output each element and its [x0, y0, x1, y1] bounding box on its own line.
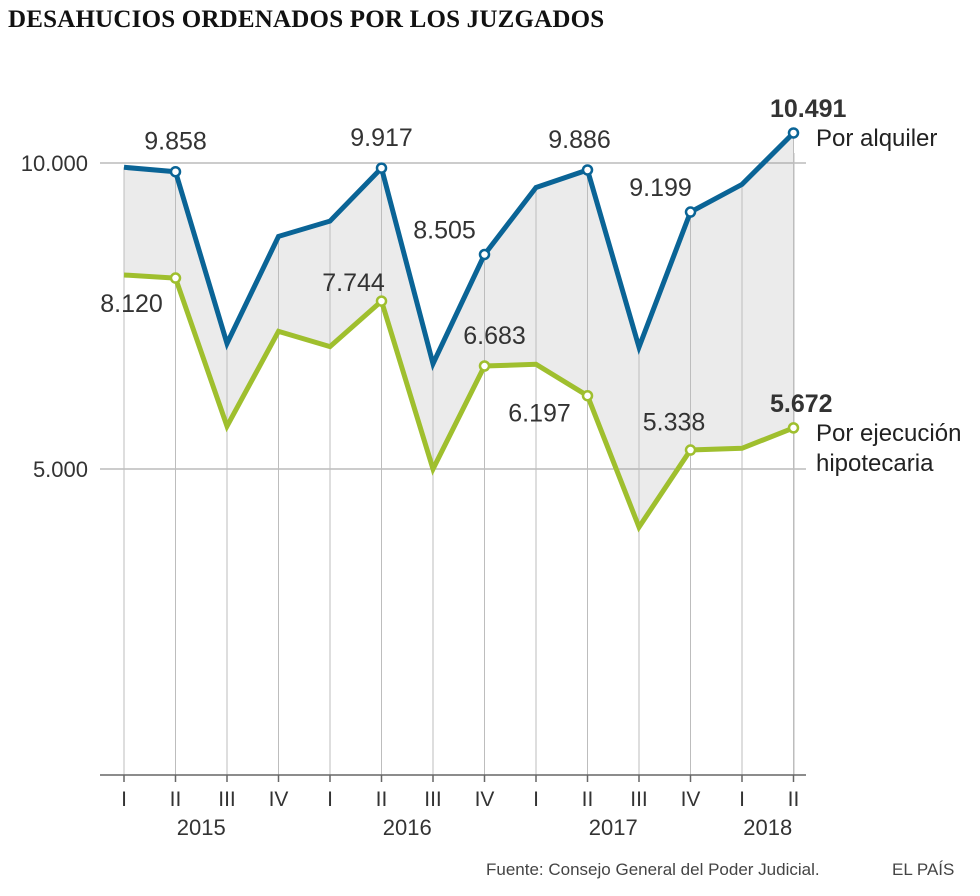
point-por-alquiler-7 [478, 248, 491, 261]
brand-logo: EL PAÍS [892, 860, 955, 879]
data-label-por-ejecucion-hipotecaria-5: 7.744 [322, 269, 385, 297]
x-tick-label-1: II [170, 788, 182, 811]
x-tick-label-5: II [376, 788, 388, 811]
area-between-series [124, 133, 794, 528]
data-label-por-alquiler-11: 9.199 [629, 174, 692, 202]
point-por-alquiler-1 [169, 165, 182, 178]
chart-title: DESAHUCIOS ORDENADOS POR LOS JUZGADOS [8, 6, 605, 33]
point-por-alquiler-9 [581, 164, 594, 176]
series-markers [169, 127, 800, 456]
x-tick-label-7: IV [475, 788, 495, 811]
year-label-2015: 2015 [177, 815, 226, 840]
point-por-ejecucion-hipotecaria-1 [169, 272, 182, 284]
end-label-por-ejecucion-hipotecaria: 5.672 [770, 390, 833, 418]
source-note: Fuente: Consejo General del Poder Judici… [486, 860, 820, 879]
point-por-alquiler-5 [375, 162, 388, 174]
year-label-2016: 2016 [383, 815, 432, 840]
data-label-por-ejecucion-hipotecaria-7: 6.683 [463, 322, 526, 350]
year-label-2017: 2017 [589, 815, 638, 840]
x-tick-label-10: III [630, 788, 648, 811]
point-por-ejecucion-hipotecaria-11 [684, 444, 697, 456]
point-por-alquiler-13 [787, 127, 800, 139]
x-tick-label-2: III [218, 788, 236, 811]
x-tick-label-0: I [121, 788, 127, 811]
series-lines [123, 131, 796, 533]
y-tick-label-10000: 10.000 [21, 151, 88, 176]
y-tick-label-5000: 5.000 [33, 457, 88, 482]
year-label-2018: 2018 [743, 815, 792, 840]
end-label-por-alquiler: 10.491 [770, 95, 847, 123]
data-label-por-alquiler-9: 9.886 [548, 126, 611, 154]
x-tick-label-3: IV [269, 788, 289, 811]
point-por-ejecucion-hipotecaria-5 [375, 295, 388, 307]
data-label-por-alquiler-5: 9.917 [350, 124, 413, 152]
x-tick-label-9: II [582, 788, 594, 811]
series-line-por-alquiler [123, 131, 796, 371]
point-por-ejecucion-hipotecaria-7 [478, 360, 491, 372]
data-label-por-ejecucion-hipotecaria-9: 6.197 [508, 400, 571, 428]
data-label-por-ejecucion-hipotecaria-12: 5.338 [643, 408, 706, 436]
series-line-por-ejecucion-hipotecaria [123, 272, 795, 533]
grid: 5.000 10.000 [21, 132, 806, 775]
series-name-por-ejecucion-hipotecaria-line-0: Por ejecución [816, 420, 961, 447]
series-name-por-alquiler-line-0: Por alquiler [816, 125, 937, 152]
point-por-alquiler-11 [684, 206, 697, 218]
data-label-por-ejecucion-hipotecaria-1: 8.120 [100, 290, 163, 318]
data-label-por-alquiler-7: 8.505 [413, 216, 476, 244]
x-tick-label-4: I [327, 788, 333, 811]
area-fill [124, 133, 794, 528]
x-tick-label-8: I [533, 788, 539, 811]
series-name-por-ejecucion-hipotecaria-line-1: hipotecaria [816, 450, 934, 477]
x-tick-label-12: I [739, 788, 745, 811]
data-label-por-alquiler-1: 9.858 [144, 128, 207, 156]
point-por-ejecucion-hipotecaria-9 [581, 389, 594, 402]
point-por-ejecucion-hipotecaria-13 [787, 422, 800, 434]
x-tick-label-6: III [424, 788, 442, 811]
x-tick-label-13: II [788, 788, 800, 811]
x-tick-label-11: IV [681, 788, 701, 811]
